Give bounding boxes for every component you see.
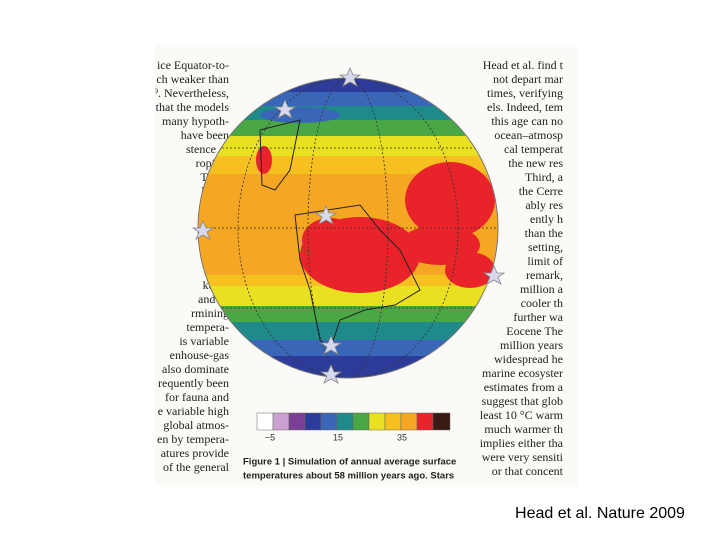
stars xyxy=(191,66,506,384)
left-column-line: ch weaker than xyxy=(156,72,229,86)
left-column-line: that the models xyxy=(156,100,230,114)
right-column-line: Third, a xyxy=(525,170,564,184)
right-column-line: least 10 °C warm xyxy=(480,408,564,422)
right-column-line: estimates from a xyxy=(484,380,564,394)
right-column-line: not depart mar xyxy=(493,72,563,86)
right-column-line: implies either tha xyxy=(480,436,564,450)
right-column-line: suggest that glob xyxy=(482,394,563,408)
right-column-line: further wa xyxy=(513,310,563,324)
right-column-line: remark, xyxy=(526,268,563,282)
right-column-line: times, verifying xyxy=(487,86,563,100)
colorbar-label: 15 xyxy=(333,432,343,442)
left-column-line: tempera- xyxy=(186,320,229,334)
left-column-line: of the general xyxy=(163,460,230,474)
right-column-line: were very sensiti xyxy=(482,450,564,464)
colorbar-label: 35 xyxy=(397,432,407,442)
right-column-line: Eocene The xyxy=(506,324,563,338)
right-column-line: ably res xyxy=(525,198,563,212)
right-column-line: limit of xyxy=(527,254,563,268)
right-column-line: cooler th xyxy=(521,296,563,310)
colorbar xyxy=(256,412,451,431)
colorbar-label: −5 xyxy=(265,432,275,442)
right-column-line: ocean–atmosp xyxy=(494,128,563,142)
caption-line: temperatures about 58 million years ago.… xyxy=(243,471,454,482)
left-column-line: also dominate xyxy=(162,362,229,376)
left-column-line: is variable xyxy=(179,334,229,348)
right-column-line: setting, xyxy=(528,240,563,254)
left-column-line: for fauna and xyxy=(165,390,229,404)
left-column-line: e variable high xyxy=(158,404,229,418)
right-column-line: this age can no xyxy=(491,114,563,128)
left-column-line: enhouse-gas xyxy=(170,348,230,362)
left-column-line: rmining xyxy=(191,306,229,320)
left-column-line: requently been xyxy=(158,376,229,390)
caption-line: Figure 1 | Simulation of annual average … xyxy=(243,457,456,468)
right-column-line: much warmer th xyxy=(484,422,563,436)
right-column-line: Head et al. find t xyxy=(483,58,564,72)
left-column-line: many hypoth- xyxy=(162,114,229,128)
right-column-line: than the xyxy=(525,226,563,240)
left-column-line: global atmos- xyxy=(163,418,229,432)
right-column-line: or that concent xyxy=(492,464,564,478)
right-column-line: els. Indeed, tem xyxy=(487,100,564,114)
right-column-line: the new res xyxy=(508,156,563,170)
footer-citation: Head et al. Nature 2009 xyxy=(515,505,685,522)
right-column-line: ently h xyxy=(530,212,563,226)
left-column-line: en by tempera- xyxy=(157,432,229,446)
left-column-line: atures provide xyxy=(161,446,229,460)
right-column-line: cal temperat xyxy=(504,142,564,156)
right-column-line: widespread he xyxy=(494,352,563,366)
left-column-line: ice Equator-to- xyxy=(157,58,229,72)
right-column-line: million years xyxy=(500,338,563,352)
right-column-line: million a xyxy=(520,282,564,296)
left-column-line: ⁹. Nevertheless, xyxy=(154,86,229,100)
left-column-line: have been xyxy=(181,128,229,142)
right-column-line: marine ecosyster xyxy=(482,366,563,380)
right-column-line: the Cerre xyxy=(519,184,563,198)
